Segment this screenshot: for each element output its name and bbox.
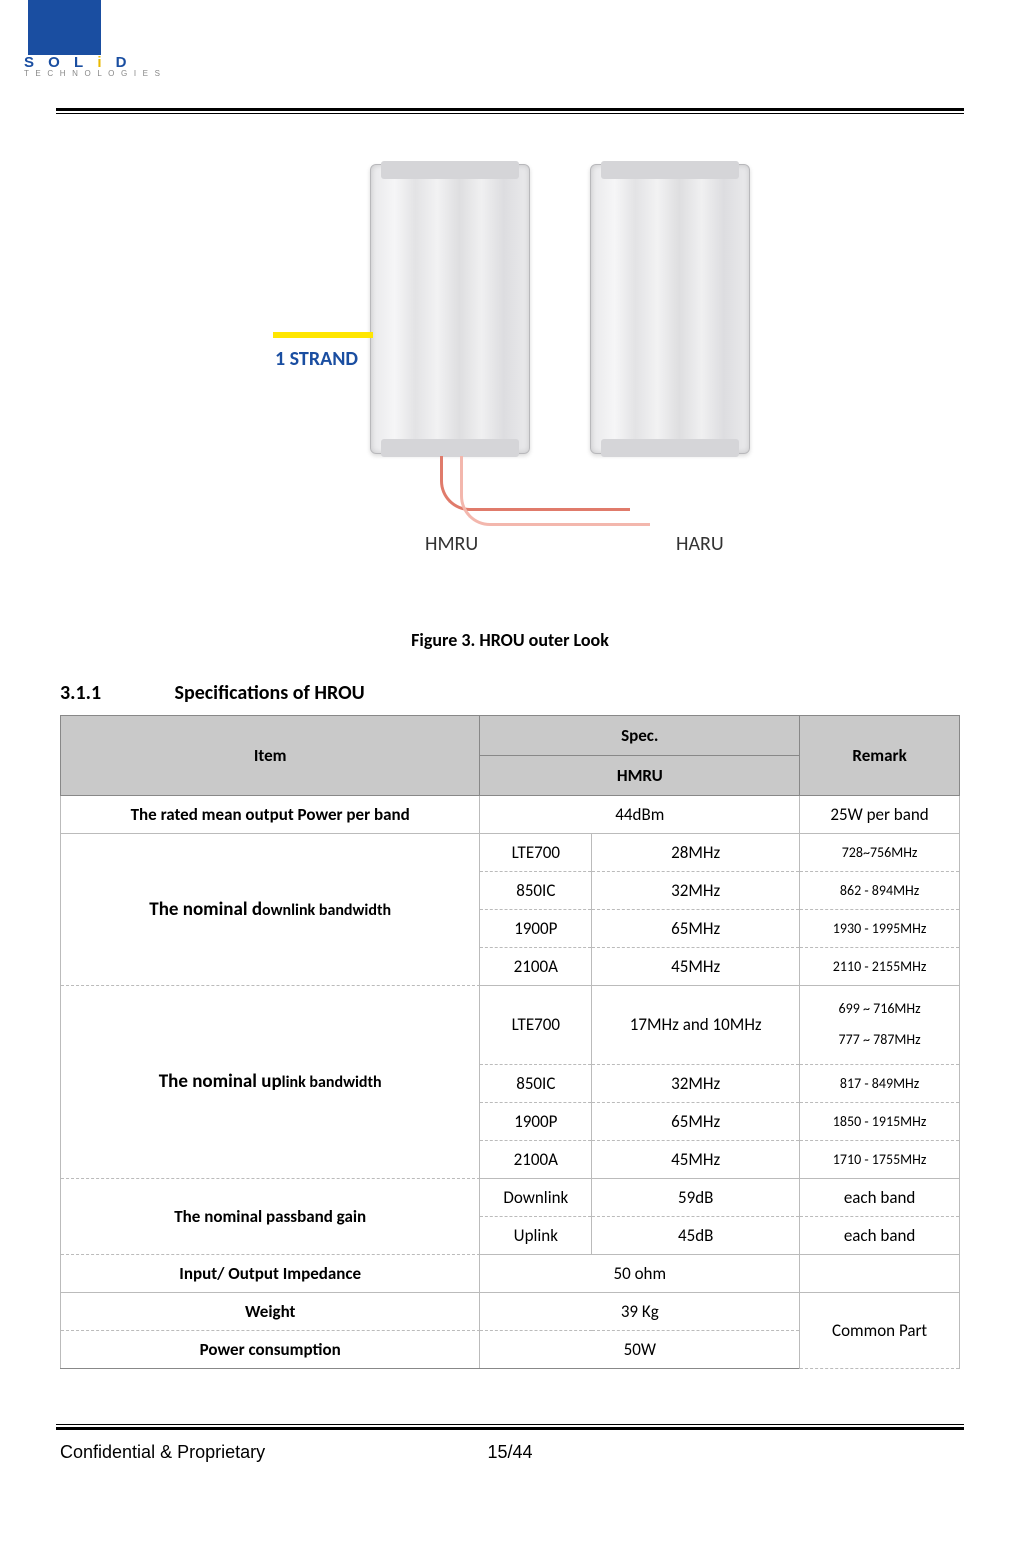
spec-table: Item Spec. Remark HMRU The rated mean ou…: [60, 715, 960, 1369]
cell: 44dBm: [480, 796, 800, 834]
rule: [56, 113, 964, 114]
section-number: 3.1.1: [60, 681, 170, 705]
rule: [56, 1427, 964, 1430]
th-remark: Remark: [800, 716, 960, 796]
strand-bar-icon: [273, 332, 373, 338]
cell: 28MHz: [592, 834, 800, 872]
cell: 2100A: [480, 948, 592, 986]
cell: 17MHz and 10MHz: [592, 986, 800, 1065]
cell: 850IC: [480, 872, 592, 910]
cell: 32MHz: [592, 1064, 800, 1102]
cell: 59dB: [592, 1178, 800, 1216]
cell: Power consumption: [61, 1330, 480, 1368]
cable-icon: [460, 456, 650, 526]
cell: 817 - 849MHz: [800, 1064, 960, 1102]
cell: 862 - 894MHz: [800, 872, 960, 910]
rule: [56, 108, 964, 111]
cell: 32MHz: [592, 872, 800, 910]
cell: 50 ohm: [480, 1254, 800, 1292]
cell: Common Part: [800, 1292, 960, 1368]
footer-left: Confidential & Proprietary: [60, 1442, 360, 1463]
table-header-row: Item Spec. Remark: [61, 716, 960, 756]
table-row: The nominal passband gain Downlink 59dB …: [61, 1178, 960, 1216]
cell: 1900P: [480, 910, 592, 948]
cell: each band: [800, 1216, 960, 1254]
th-spec: Spec.: [480, 716, 800, 756]
device-hmru-icon: [370, 164, 530, 454]
cell: each band: [800, 1178, 960, 1216]
page: S O L i D T E C H N O L O G I E S 1 STRA…: [0, 0, 1020, 1563]
section-title: Specifications of HROU: [175, 681, 365, 705]
cell: 1900P: [480, 1102, 592, 1140]
th-item: Item: [61, 716, 480, 796]
cell: The nominal uplink bandwidth: [61, 986, 480, 1179]
cell: [800, 1254, 960, 1292]
cell: 1850 - 1915MHz: [800, 1102, 960, 1140]
cell: 45MHz: [592, 1140, 800, 1178]
cell: 50W: [480, 1330, 800, 1368]
cell: 1930 - 1995MHz: [800, 910, 960, 948]
cell: Input/ Output Impedance: [61, 1254, 480, 1292]
section-heading: 3.1.1 Specifications of HROU: [60, 681, 960, 705]
cell: Weight: [61, 1292, 480, 1330]
logo: S O L i D T E C H N O L O G I E S: [24, 54, 162, 78]
cell: LTE700: [480, 986, 592, 1065]
cell: The rated mean output Power per band: [61, 796, 480, 834]
cell: LTE700: [480, 834, 592, 872]
table-row: Input/ Output Impedance 50 ohm: [61, 1254, 960, 1292]
header: S O L i D T E C H N O L O G I E S: [60, 40, 960, 108]
cell: 39 Kg: [480, 1292, 800, 1330]
cell: Uplink: [480, 1216, 592, 1254]
cell: 1710 - 1755MHz: [800, 1140, 960, 1178]
cell: 2100A: [480, 1140, 592, 1178]
footer-page: 15/44: [360, 1442, 660, 1463]
logo-sub: T E C H N O L O G I E S: [24, 69, 162, 78]
cell: The nominal downlink bandwidth: [61, 834, 480, 986]
cell: 2110 - 2155MHz: [800, 948, 960, 986]
figure: 1 STRAND HMRU HARU: [60, 144, 960, 574]
figure-caption: Figure 3. HROU outer Look: [60, 629, 960, 651]
cell: 25W per band: [800, 796, 960, 834]
table-row: Weight 39 Kg Common Part: [61, 1292, 960, 1330]
cell: 45dB: [592, 1216, 800, 1254]
cell: 65MHz: [592, 1102, 800, 1140]
logo-block: [28, 0, 101, 55]
cell: 728~756MHz: [800, 834, 960, 872]
table-row: The rated mean output Power per band 44d…: [61, 796, 960, 834]
rule: [56, 1424, 964, 1425]
strand-label: 1 STRAND: [275, 347, 358, 371]
device-label-haru: HARU: [676, 532, 724, 556]
device-label-hmru: HMRU: [425, 532, 478, 556]
cell: 850IC: [480, 1064, 592, 1102]
cell: 65MHz: [592, 910, 800, 948]
footer: Confidential & Proprietary 15/44: [60, 1442, 960, 1463]
cell: The nominal passband gain: [61, 1178, 480, 1254]
device-haru-icon: [590, 164, 750, 454]
cell: 699 ~ 716MHz 777 ~ 787MHz: [800, 986, 960, 1065]
cell: Downlink: [480, 1178, 592, 1216]
footer-right: [660, 1442, 960, 1463]
th-hmru: HMRU: [480, 756, 800, 796]
cell: 45MHz: [592, 948, 800, 986]
table-row: The nominal downlink bandwidth LTE700 28…: [61, 834, 960, 872]
table-row: The nominal uplink bandwidth LTE700 17MH…: [61, 986, 960, 1065]
